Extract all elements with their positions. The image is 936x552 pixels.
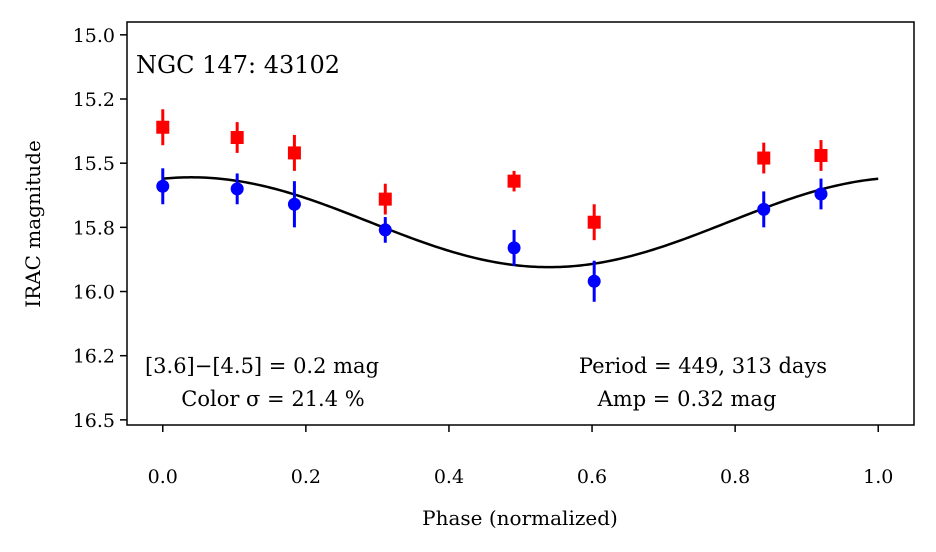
data-point-4-5 xyxy=(230,131,244,145)
data-point-3-6 xyxy=(757,202,771,216)
data-point-3-6 xyxy=(378,223,392,237)
data-point-3-6 xyxy=(814,187,828,201)
y-tick-label: 15.5 xyxy=(73,153,115,175)
period-annotation: Period = 449, 313 days xyxy=(579,354,827,378)
data-point-3-6 xyxy=(287,197,301,211)
plot-area xyxy=(126,21,915,426)
data-point-3-6 xyxy=(230,182,244,196)
model-curve xyxy=(162,176,879,269)
data-point-3-6 xyxy=(507,241,521,255)
x-axis-title: Phase (normalized) xyxy=(422,506,618,530)
x-tick-label: 0.8 xyxy=(720,466,750,488)
data-point-4-5 xyxy=(587,215,601,229)
y-tick-label: 15.8 xyxy=(73,217,115,239)
y-tick-label: 16.0 xyxy=(73,282,115,304)
chart-title: NGC 147: 43102 xyxy=(136,51,340,79)
y-axis-ticks: 15.0 15.2 15.5 15.8 16.0 16.2 16.5 xyxy=(73,25,127,432)
color-diff-annotation: [3.6]−[4.5] = 0.2 mag xyxy=(145,354,379,378)
data-point-4-5 xyxy=(814,148,828,162)
x-tick-label: 0.4 xyxy=(434,466,464,488)
y-tick-label: 16.5 xyxy=(73,410,115,432)
data-point-4-5 xyxy=(378,192,392,206)
data-point-4-5 xyxy=(507,174,521,188)
data-point-4-5 xyxy=(156,120,170,134)
color-sigma-annotation: Color σ = 21.4 % xyxy=(181,387,364,411)
data-points xyxy=(156,109,828,302)
data-point-4-5 xyxy=(287,146,301,160)
data-point-3-6 xyxy=(587,274,601,288)
y-tick-label: 15.2 xyxy=(73,89,115,111)
data-point-4-5 xyxy=(757,151,771,165)
data-point-3-6 xyxy=(156,179,170,193)
y-tick-label: 15.0 xyxy=(73,25,115,47)
y-axis-title: IRAC magnitude xyxy=(21,140,45,308)
x-axis-ticks: 0.0 0.2 0.4 0.6 0.8 1.0 xyxy=(148,425,893,488)
x-tick-label: 1.0 xyxy=(863,466,893,488)
x-tick-label: 0.0 xyxy=(148,466,178,488)
x-tick-label: 0.6 xyxy=(577,466,607,488)
amplitude-annotation: Amp = 0.32 mag xyxy=(597,387,777,411)
y-tick-label: 16.2 xyxy=(73,346,115,368)
x-tick-label: 0.2 xyxy=(291,466,321,488)
